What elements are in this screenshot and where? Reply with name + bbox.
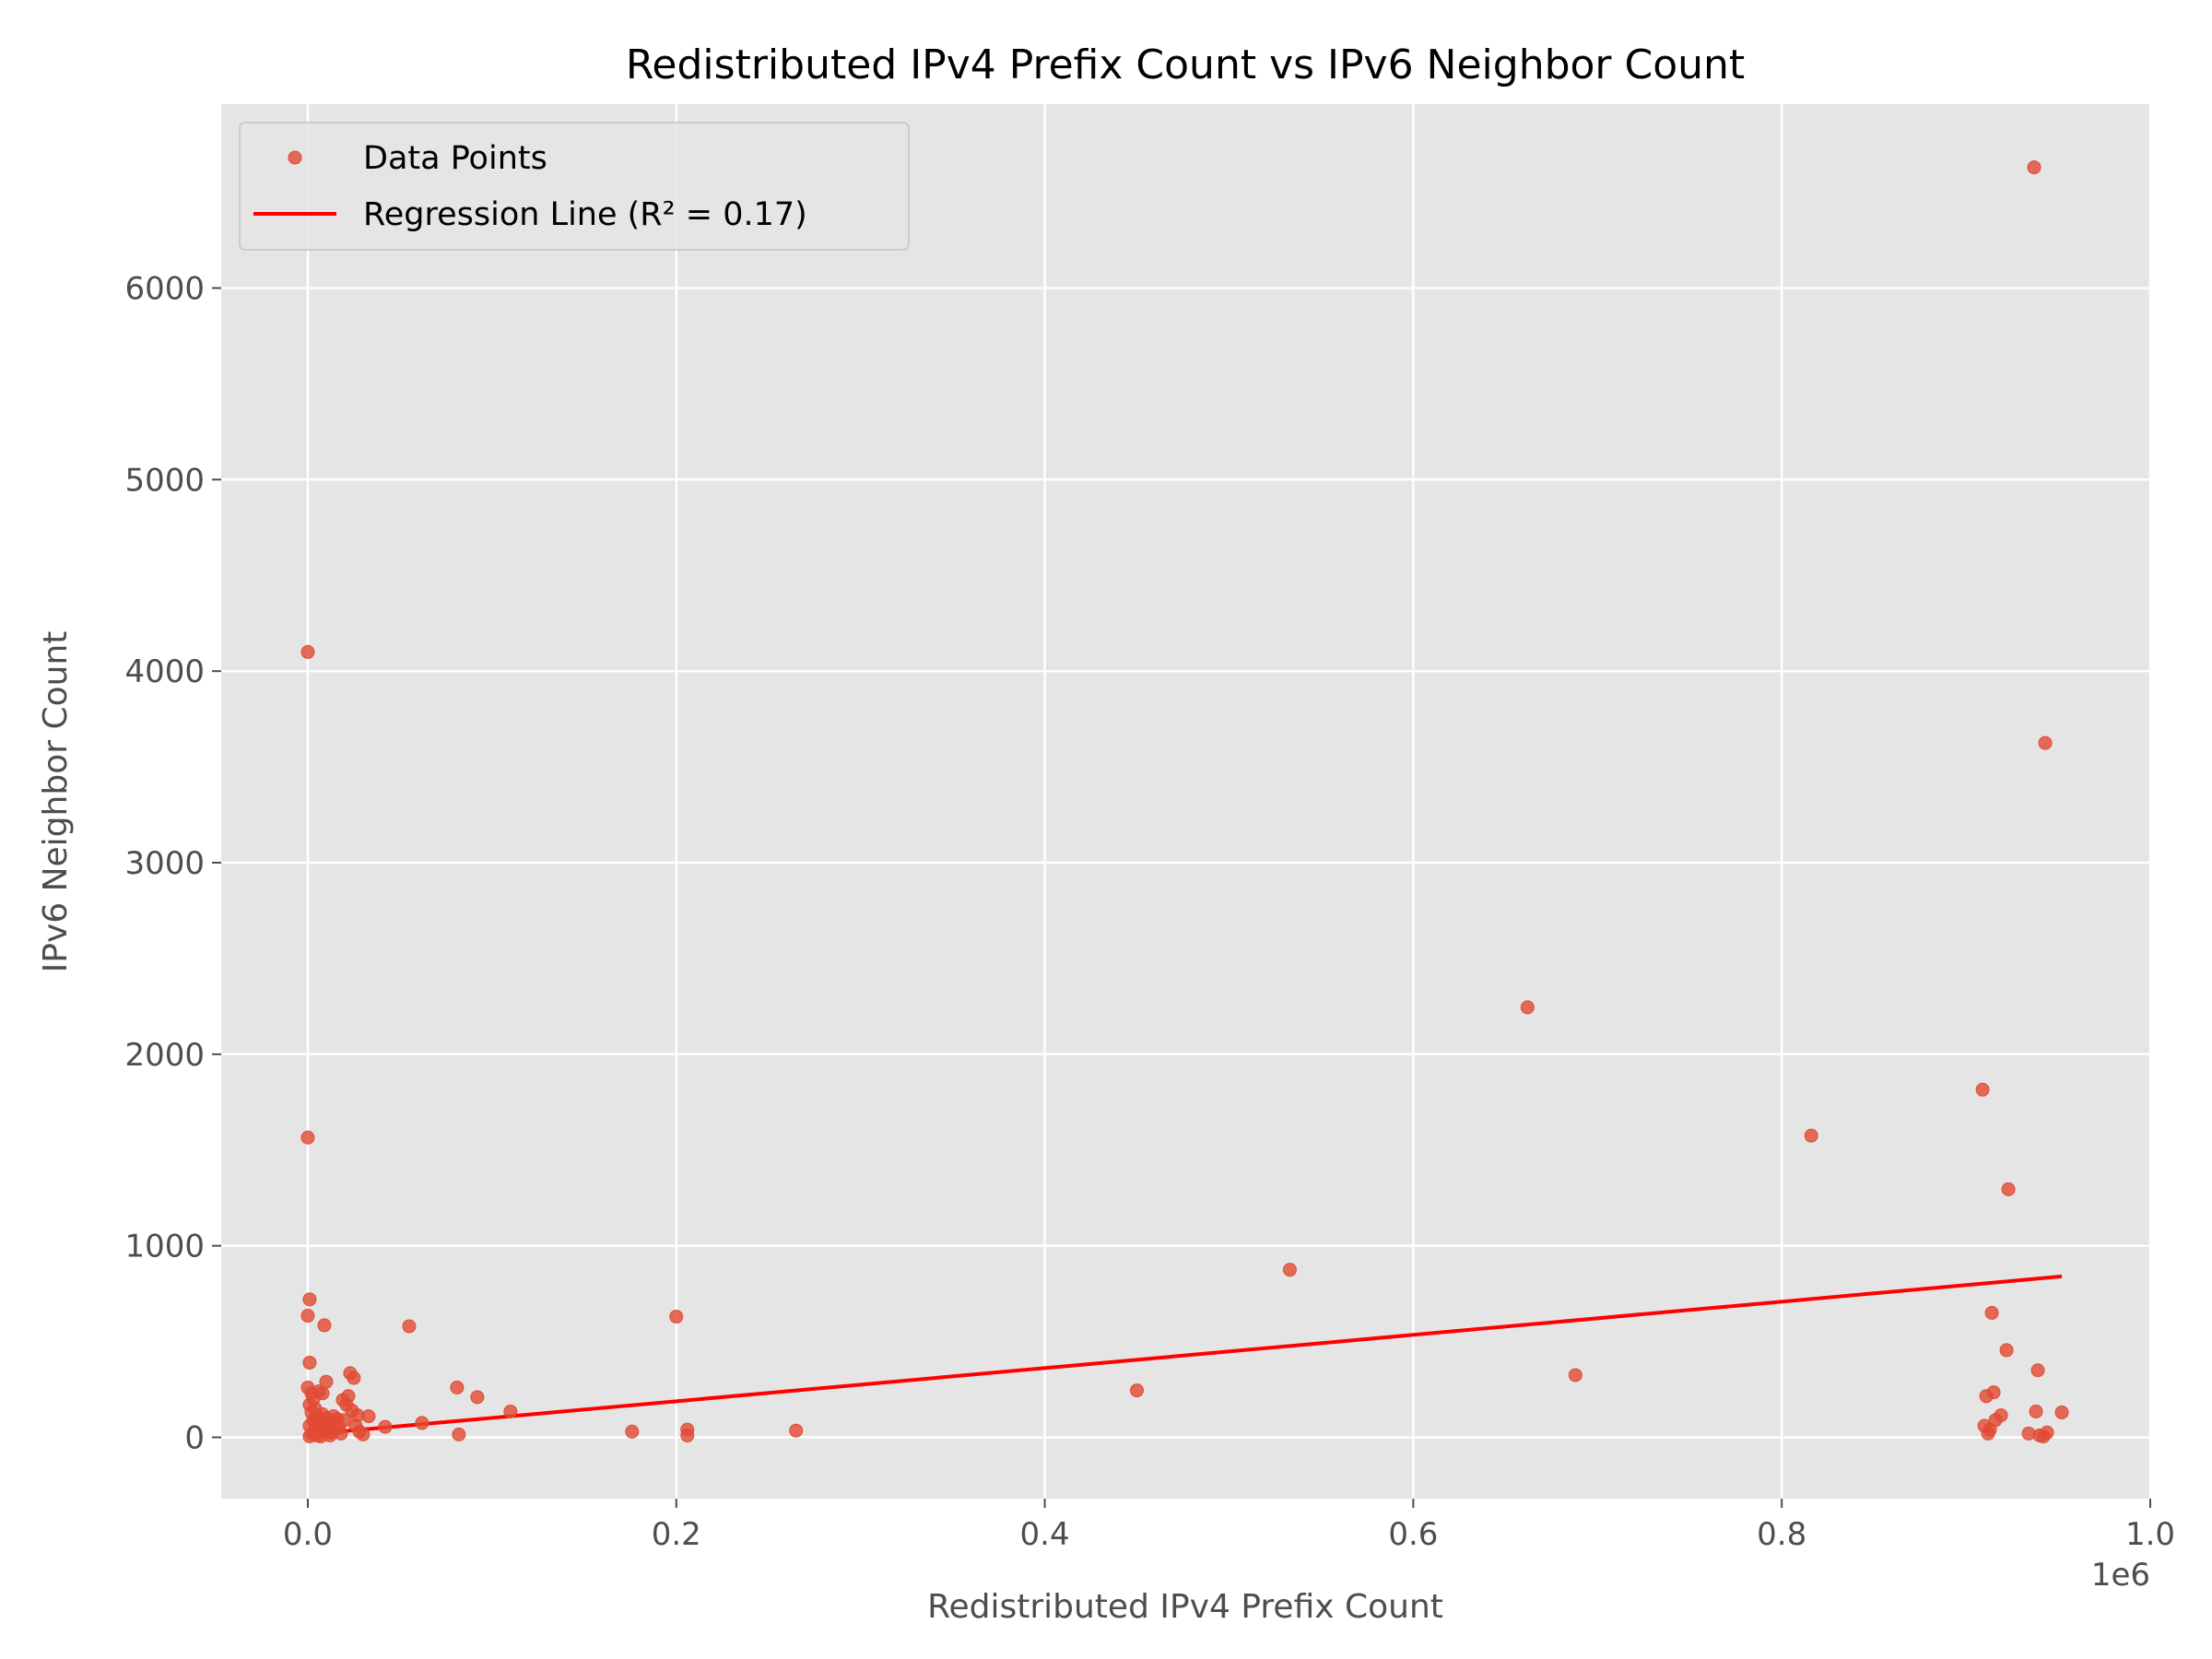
data-point xyxy=(378,1419,393,1434)
data-point xyxy=(1975,1082,1990,1097)
points-layer xyxy=(300,160,2069,1443)
data-point xyxy=(300,644,315,659)
data-point xyxy=(450,1380,465,1394)
data-point xyxy=(1986,1385,2001,1400)
data-point xyxy=(1130,1383,1145,1398)
x-axis-offset-label: 1e6 xyxy=(2091,1557,2150,1594)
y-tick-label: 5000 xyxy=(124,462,205,499)
data-point xyxy=(625,1424,640,1439)
data-point xyxy=(2001,1182,2016,1196)
y-axis-label: IPv6 Neighbor Count xyxy=(37,631,75,973)
legend-box xyxy=(239,122,910,251)
x-axis-ticks: 0.0 0.2 0.4 0.6 0.8 1.0 xyxy=(283,1499,2175,1553)
data-point xyxy=(317,1318,332,1333)
data-point xyxy=(319,1374,334,1389)
data-point xyxy=(300,1309,315,1324)
legend-label-data-points: Data Points xyxy=(363,140,547,177)
y-tick-label: 0 xyxy=(184,1419,205,1456)
x-tick-label: 0.6 xyxy=(1388,1516,1438,1553)
data-point xyxy=(2029,1404,2043,1418)
data-point xyxy=(2027,160,2041,175)
x-tick-label: 0.0 xyxy=(283,1516,333,1553)
grid xyxy=(221,104,2152,1499)
y-tick-label: 4000 xyxy=(124,653,205,690)
data-point xyxy=(680,1428,695,1442)
chart-title: Redistributed IPv4 Prefix Count vs IPv6 … xyxy=(626,41,1745,88)
data-point xyxy=(302,1292,317,1307)
data-point xyxy=(315,1386,330,1401)
data-point xyxy=(2030,1363,2045,1378)
data-point xyxy=(1804,1128,1818,1143)
data-point xyxy=(347,1371,361,1385)
x-axis-label: Redistributed IPv4 Prefix Count xyxy=(927,1588,1443,1626)
legend-label-regression-line: Regression Line (R² = 0.17) xyxy=(363,196,807,233)
regression-layer xyxy=(307,1274,2063,1437)
data-point xyxy=(361,1409,376,1424)
data-point xyxy=(1568,1368,1583,1382)
legend-marker-data-points xyxy=(288,150,302,165)
data-point xyxy=(1282,1263,1297,1277)
y-tick-label: 1000 xyxy=(124,1229,205,1265)
data-point xyxy=(503,1404,518,1418)
data-point xyxy=(2038,735,2053,750)
data-point xyxy=(302,1355,317,1370)
data-point xyxy=(2054,1405,2069,1419)
x-tick-label: 0.4 xyxy=(1020,1516,1070,1553)
plot-background xyxy=(221,104,2150,1499)
x-tick-label: 1.0 xyxy=(2125,1516,2175,1553)
data-point xyxy=(1984,1305,1999,1320)
y-axis-ticks: 0 1000 2000 3000 4000 5000 6000 xyxy=(124,271,221,1456)
legend: Data Points Regression Line (R² = 0.17) xyxy=(239,122,910,251)
data-point xyxy=(1520,1000,1535,1015)
data-point xyxy=(669,1310,684,1324)
data-point xyxy=(337,1413,352,1428)
x-tick-label: 0.2 xyxy=(652,1516,701,1553)
data-point xyxy=(402,1319,417,1334)
y-tick-label: 6000 xyxy=(124,271,205,308)
data-point xyxy=(1999,1343,2014,1358)
data-point xyxy=(2040,1425,2054,1440)
data-point xyxy=(415,1416,429,1430)
data-point xyxy=(313,1429,328,1443)
regression-line xyxy=(307,1274,2063,1437)
data-point xyxy=(356,1427,371,1441)
y-tick-label: 3000 xyxy=(124,845,205,882)
x-tick-label: 0.8 xyxy=(1757,1516,1806,1553)
data-point xyxy=(789,1423,804,1438)
data-point xyxy=(1994,1408,2008,1423)
y-tick-label: 2000 xyxy=(124,1037,205,1074)
data-point xyxy=(470,1390,485,1405)
data-point xyxy=(452,1427,466,1441)
data-point xyxy=(300,1130,315,1145)
